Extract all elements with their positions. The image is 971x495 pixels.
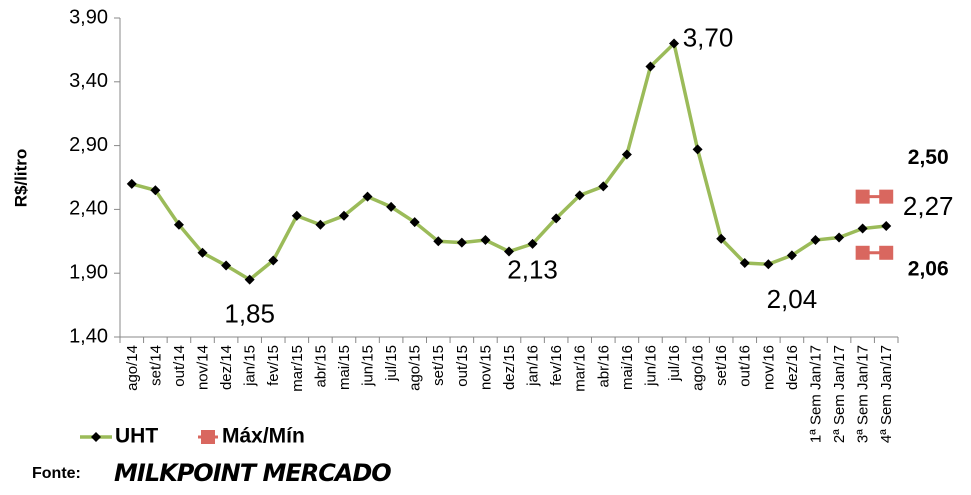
data-point — [244, 274, 255, 285]
y-tick-label: 2,40 — [69, 198, 108, 220]
x-tick-label: jan/16 — [525, 345, 542, 387]
x-tick-label: ago/14 — [124, 345, 141, 391]
x-tick-label: jun/16 — [642, 345, 659, 387]
source-logo: MILKPOINT MERCADO — [114, 459, 391, 487]
x-tick-label: out/16 — [737, 345, 754, 387]
data-point — [763, 259, 774, 270]
legend-label: UHT — [115, 425, 158, 448]
data-point — [409, 217, 420, 228]
y-tick-label: 3,40 — [69, 70, 108, 92]
y-tick-label: 2,90 — [69, 134, 108, 156]
data-point — [126, 178, 137, 189]
x-tick-label: nov/15 — [477, 345, 494, 390]
source-label: Fonte: — [32, 465, 81, 482]
data-point — [551, 213, 562, 224]
data-point — [716, 233, 727, 244]
data-label: 2,27 — [903, 191, 954, 221]
x-tick-label: nov/16 — [760, 345, 777, 390]
data-point — [291, 210, 302, 221]
x-tick-label: jun/15 — [360, 345, 377, 387]
range-marker — [879, 245, 894, 260]
data-label: 3,70 — [683, 22, 734, 52]
data-point — [786, 250, 797, 261]
x-tick-label: fev/15 — [265, 345, 282, 386]
x-tick-label: set/14 — [147, 345, 164, 386]
x-tick-label: mar/15 — [289, 345, 306, 392]
x-tick-label: fev/16 — [548, 345, 565, 386]
data-point — [197, 247, 208, 258]
data-point — [338, 210, 349, 221]
max-label: 2,50 — [908, 146, 949, 169]
data-point — [362, 191, 373, 202]
y-tick-label: 1,40 — [69, 325, 108, 347]
data-point — [574, 190, 585, 201]
x-tick-label: dez/14 — [218, 345, 235, 390]
data-label: 1,85 — [224, 298, 275, 328]
x-tick-label: out/15 — [454, 345, 471, 387]
x-tick-label: jul/16 — [666, 345, 683, 382]
data-point — [739, 257, 750, 268]
min-label: 2,06 — [908, 257, 949, 280]
x-tick-label: mai/15 — [336, 345, 353, 390]
x-tick-label: set/15 — [430, 345, 447, 386]
data-point — [810, 235, 821, 246]
range-marker — [879, 189, 894, 204]
x-tick-label: ago/16 — [690, 345, 707, 391]
data-point — [669, 38, 680, 49]
x-tick-label: abr/16 — [595, 345, 612, 388]
series-line — [131, 40, 887, 282]
data-point — [881, 220, 892, 231]
range-marker — [855, 245, 870, 260]
x-tick-label: out/14 — [171, 345, 188, 387]
data-point — [857, 223, 868, 234]
y-tick-label: 1,90 — [69, 261, 108, 283]
range-marker — [855, 189, 870, 204]
y-axis-label: R$/litro — [11, 149, 30, 208]
x-tick-label: 2ª Sem Jan/17 — [831, 345, 848, 443]
x-tick-label: ago/15 — [407, 345, 424, 391]
x-tick-label: mar/16 — [572, 345, 589, 392]
data-point — [268, 255, 279, 266]
data-label: 2,13 — [507, 255, 558, 285]
x-tick-label: mai/16 — [619, 345, 636, 390]
data-point — [456, 237, 467, 248]
data-point — [221, 260, 232, 271]
data-point — [645, 61, 656, 72]
data-point — [527, 238, 538, 249]
data-point — [621, 149, 632, 160]
data-point — [480, 235, 491, 246]
x-tick-label: jul/15 — [383, 345, 400, 382]
x-tick-label: abr/15 — [312, 345, 329, 388]
y-tick-label: 3,90 — [69, 6, 108, 28]
legend-marker — [91, 432, 101, 442]
data-point — [834, 232, 845, 243]
x-tick-label: 4ª Sem Jan/17 — [878, 345, 895, 443]
legend-label: Máx/Mín — [222, 425, 305, 448]
data-point — [315, 219, 326, 230]
legend-marker — [201, 430, 215, 444]
data-point — [433, 236, 444, 247]
data-point — [173, 219, 184, 230]
x-tick-label: nov/14 — [194, 345, 211, 390]
data-point — [598, 181, 609, 192]
x-tick-label: dez/15 — [501, 345, 518, 390]
data-point — [504, 246, 514, 257]
data-point — [150, 185, 161, 196]
x-tick-label: jan/15 — [242, 345, 259, 387]
x-tick-label: 3ª Sem Jan/17 — [855, 345, 872, 443]
x-tick-label: dez/16 — [784, 345, 801, 390]
data-label: 2,04 — [767, 284, 818, 314]
data-point — [692, 144, 703, 155]
x-tick-label: set/16 — [713, 345, 730, 386]
x-tick-label: 1ª Sem Jan/17 — [807, 345, 824, 443]
data-point — [386, 201, 397, 212]
